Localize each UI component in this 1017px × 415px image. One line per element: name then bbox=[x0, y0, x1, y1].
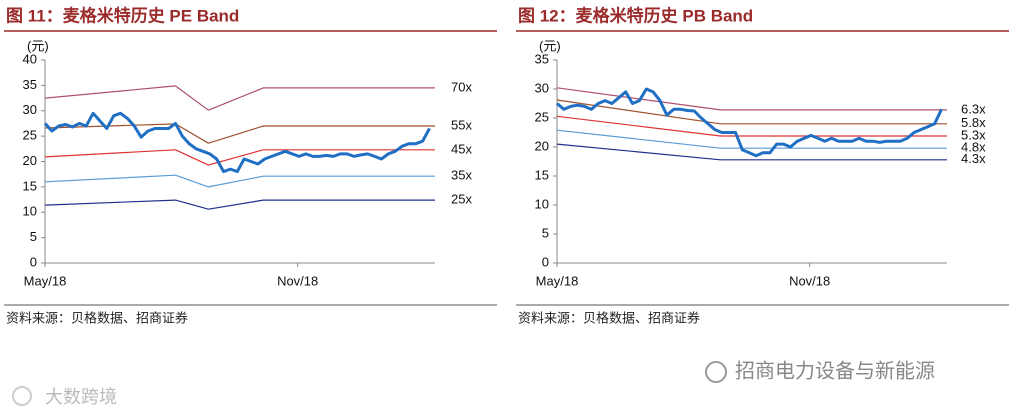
y-tick-label: 20 bbox=[535, 138, 549, 153]
y-tick-label: 25 bbox=[535, 109, 549, 124]
y-tick-label: 35 bbox=[535, 51, 549, 66]
price-line bbox=[43, 111, 431, 174]
y-tick-label: 25 bbox=[23, 128, 37, 143]
band-label: 5.8x bbox=[961, 115, 986, 130]
y-tick-label: 40 bbox=[23, 51, 37, 66]
band-line bbox=[44, 85, 435, 111]
band-label: 45x bbox=[451, 141, 472, 156]
x-tick-label: Nov/18 bbox=[789, 273, 830, 288]
band-label: 4.8x bbox=[961, 140, 986, 155]
band-line bbox=[44, 174, 435, 188]
source: 资料来源：贝格数据、招商证券 bbox=[518, 310, 700, 325]
band-line bbox=[44, 199, 435, 210]
y-tick-label: 5 bbox=[30, 229, 37, 244]
y-tick-label: 0 bbox=[542, 254, 549, 269]
band-line bbox=[44, 149, 435, 166]
y-tick-label: 5 bbox=[542, 225, 549, 240]
site-icon bbox=[12, 386, 32, 406]
price-line bbox=[556, 87, 943, 158]
y-tick-label: 20 bbox=[23, 153, 37, 168]
y-tick-label: 10 bbox=[23, 204, 37, 219]
y-tick-label: 10 bbox=[535, 196, 549, 211]
band-label: 5.3x bbox=[961, 127, 986, 142]
band-label: 70x bbox=[451, 79, 472, 94]
wechat-icon bbox=[705, 361, 727, 383]
site-watermark: 大数跨境 bbox=[45, 387, 117, 407]
y-tick-label: 35 bbox=[23, 77, 37, 92]
y-tick-label: 30 bbox=[23, 102, 37, 117]
band-line bbox=[556, 87, 947, 111]
y-tick-label: 15 bbox=[23, 178, 37, 193]
y-axis-label: (元) bbox=[539, 38, 561, 53]
chart-title: 图 12：麦格米特历史 PB Band bbox=[518, 5, 753, 25]
y-axis-label: (元) bbox=[27, 38, 49, 53]
band-line bbox=[556, 143, 947, 161]
x-tick-label: May/18 bbox=[24, 273, 67, 288]
band-label: 4.3x bbox=[961, 151, 986, 166]
band-label: 35x bbox=[451, 168, 472, 183]
account-watermark: 招商电力设备与新能源 bbox=[735, 359, 935, 382]
y-tick-label: 30 bbox=[535, 80, 549, 95]
band-label: 55x bbox=[451, 117, 472, 132]
y-tick-label: 0 bbox=[30, 254, 37, 269]
source: 资料来源：贝格数据、招商证券 bbox=[6, 310, 188, 325]
x-tick-label: Nov/18 bbox=[277, 273, 318, 288]
band-label: 6.3x bbox=[961, 101, 986, 116]
band-line bbox=[556, 115, 947, 137]
band-line bbox=[556, 99, 947, 125]
band-line bbox=[556, 129, 947, 149]
x-tick-label: May/18 bbox=[536, 273, 579, 288]
band-label: 25x bbox=[451, 192, 472, 207]
y-tick-label: 15 bbox=[535, 167, 549, 182]
chart-title: 图 11：麦格米特历史 PE Band bbox=[6, 5, 239, 25]
